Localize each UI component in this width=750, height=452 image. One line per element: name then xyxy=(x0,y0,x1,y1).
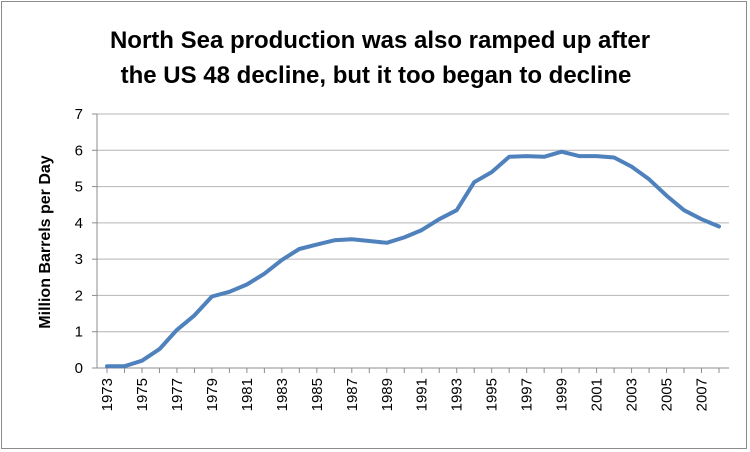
x-tick-label: 1991 xyxy=(414,378,431,411)
chart-title-line-2: the US 48 decline, but it too began to d… xyxy=(121,62,632,89)
y-tick-label: 5 xyxy=(75,179,83,196)
x-tick-label: 1975 xyxy=(134,378,151,411)
y-tick-label: 2 xyxy=(75,287,83,304)
x-tick-label: 1985 xyxy=(309,378,326,411)
x-tick-label: 1977 xyxy=(169,378,186,411)
y-tick-label: 4 xyxy=(75,215,83,232)
x-tick-label: 1981 xyxy=(239,378,256,411)
x-tick-label: 2001 xyxy=(589,378,606,411)
y-axis-label: Million Barrels per Day xyxy=(37,155,54,328)
y-tick-label: 0 xyxy=(75,360,83,377)
gridlines xyxy=(97,113,729,333)
y-tick-label: 7 xyxy=(75,106,83,123)
x-tick-label: 2005 xyxy=(659,378,676,411)
y-tick-label: 1 xyxy=(75,324,83,341)
x-tick-labels: 1973 1975 1977 1979 1981 1983 1985 1987 1989 1991… xyxy=(99,378,711,411)
axes xyxy=(92,113,729,373)
x-tick-label: 1997 xyxy=(519,378,536,411)
x-tick-label: 1999 xyxy=(554,378,571,411)
x-tick-label: 1989 xyxy=(379,378,396,411)
x-tick-label: 1983 xyxy=(274,378,291,411)
x-tick-label: 2007 xyxy=(694,378,711,411)
x-tick-label: 1995 xyxy=(484,378,501,411)
x-tick-label: 1993 xyxy=(449,378,466,411)
x-tick-label: 1973 xyxy=(99,378,116,411)
chart-title-line-1: North Sea production was also ramped up … xyxy=(110,27,650,54)
series-layer xyxy=(105,149,721,369)
series-line-north-sea xyxy=(105,149,721,369)
y-tick-label: 6 xyxy=(75,142,83,159)
x-tick-label: 2003 xyxy=(624,378,641,411)
x-tick-label: 1979 xyxy=(204,378,221,411)
x-tick-label: 1987 xyxy=(344,378,361,411)
y-tick-label: 3 xyxy=(75,251,83,268)
y-tick-labels: 0 1 2 3 4 5 6 7 xyxy=(75,106,83,377)
